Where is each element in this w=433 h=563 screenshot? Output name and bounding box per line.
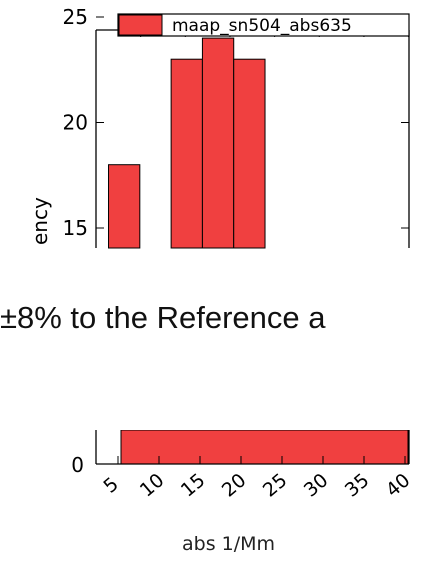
histogram-bar-0 [108, 164, 141, 249]
histogram-bar-3 [201, 37, 235, 249]
legend-swatch [118, 14, 163, 36]
x-tick-label-35: 35 [341, 469, 374, 501]
x-tick-label-20: 20 [218, 469, 251, 501]
y-tick-label-0: 0 [71, 453, 84, 477]
top-histogram: 15 20 25 ency maap_sn504_abs635 [28, 5, 410, 249]
histogram-bar-4 [233, 58, 266, 249]
bottom-histogram: 05 10 15 20 25 30 35 40 [71, 430, 415, 502]
y-tick-label-15: 15 [63, 216, 88, 240]
x-tick-label-30: 30 [300, 469, 333, 501]
bottom-histogram-bars [120, 430, 409, 465]
legend-box [117, 13, 410, 37]
legend: maap_sn504_abs635 [117, 13, 410, 37]
x-tick-label-25: 25 [259, 469, 292, 501]
caption-text: ±8% to the Reference a [0, 300, 326, 335]
y-tick-label-25: 25 [63, 5, 88, 29]
histogram-bar-2 [170, 58, 203, 249]
y-axis-label: ency [28, 197, 52, 245]
x-tick-label-10: 10 [136, 469, 169, 501]
x-tick-label-40: 40 [382, 469, 415, 501]
legend-label: maap_sn504_abs635 [172, 16, 352, 36]
x-tick-label-15: 15 [177, 469, 210, 501]
x-tick-label-5: 5 [99, 473, 122, 498]
x-axis-label: abs 1/Mm [182, 533, 276, 555]
y-tick-label-20: 20 [63, 111, 88, 135]
